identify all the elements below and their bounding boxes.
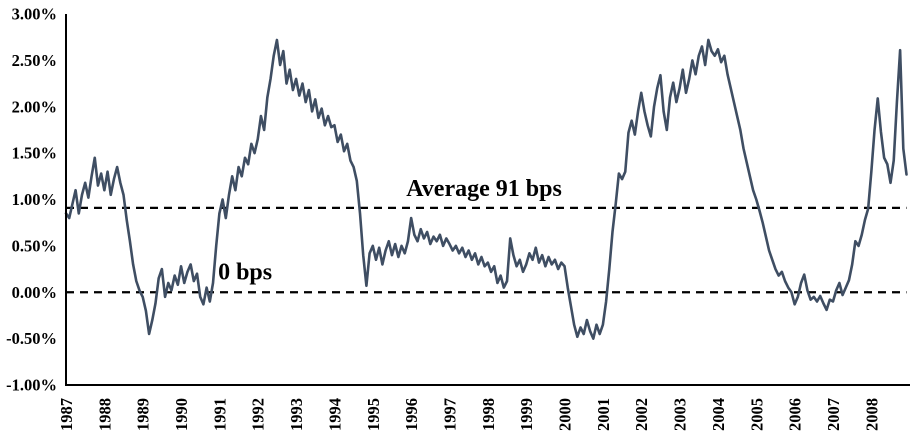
y-tick-label: 3.00% — [12, 5, 57, 24]
average-annotation-label: Average 91 bps — [406, 176, 562, 202]
y-tick-label: 1.00% — [12, 190, 57, 209]
x-tick-label: 1987 — [57, 398, 76, 431]
x-tick-label: 2005 — [747, 398, 766, 431]
reference-lines — [66, 206, 907, 294]
x-tick-label: 2007 — [824, 398, 843, 431]
y-axis-tick-labels: 3.00% 2.50% 2.00% 1.50% 1.00% 0.50% 0.00% -0.50… — [6, 5, 57, 395]
y-tick-label: 0.00% — [12, 283, 57, 302]
y-tick-label: 2.00% — [12, 97, 57, 116]
x-tick-label: 2000 — [556, 398, 575, 431]
x-tick-label: 1996 — [402, 398, 421, 431]
x-tick-label: 1997 — [441, 398, 460, 431]
x-tick-label: 2001 — [594, 398, 613, 431]
y-tick-label: -1.00% — [6, 376, 57, 395]
x-tick-label: 1993 — [287, 398, 306, 431]
x-tick-label: 2002 — [632, 398, 651, 431]
x-tick-label: 1989 — [134, 398, 153, 431]
x-tick-label: 1991 — [210, 398, 229, 431]
x-tick-label: 1995 — [364, 398, 383, 431]
y-tick-label: -0.50% — [6, 329, 57, 348]
x-tick-label: 1999 — [517, 398, 536, 431]
x-tick-label: 1992 — [249, 398, 268, 431]
zero-annotation-label: 0 bps — [218, 259, 272, 285]
y-tick-label: 0.50% — [12, 236, 57, 255]
x-tick-label: 2008 — [862, 398, 881, 431]
x-tick-label: 2003 — [671, 398, 690, 431]
spread-line-series — [64, 38, 908, 340]
y-tick-label: 2.50% — [12, 51, 57, 70]
x-tick-label: 1988 — [95, 398, 114, 431]
x-axis-tick-labels: 1987 1988 1989 1990 1991 1992 1993 1994 1995 1996… — [57, 398, 881, 431]
x-tick-label: 1990 — [172, 398, 191, 431]
x-tick-label: 1998 — [479, 398, 498, 431]
x-tick-label: 2006 — [786, 398, 805, 431]
y-tick-label: 1.50% — [12, 144, 57, 163]
x-tick-label: 1994 — [325, 398, 344, 431]
x-tick-label: 2004 — [709, 398, 728, 431]
